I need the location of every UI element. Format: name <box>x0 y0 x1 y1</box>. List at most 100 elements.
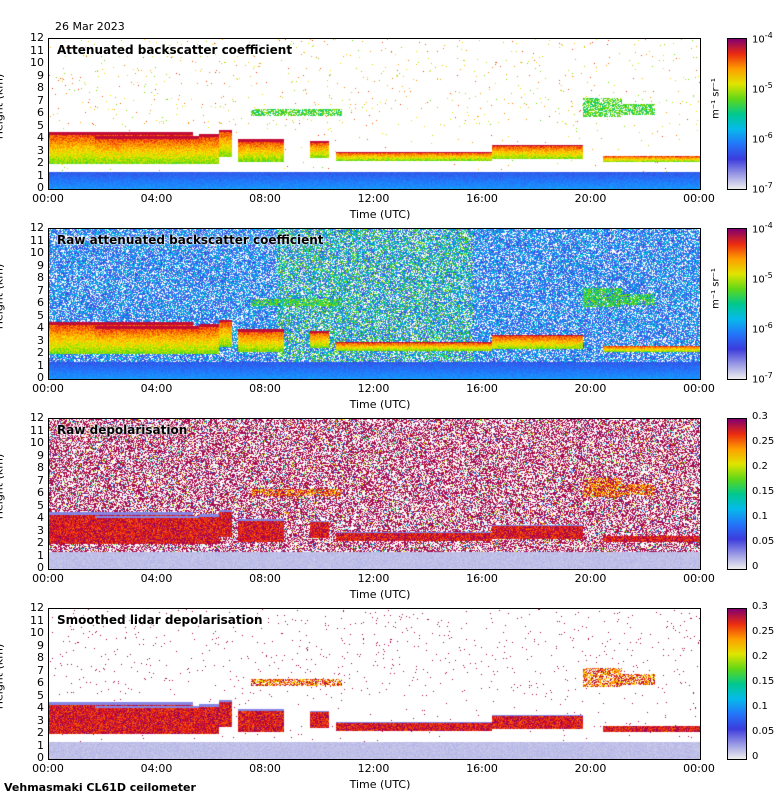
colorbar-tick-label: 10-6 <box>752 131 773 146</box>
y-tick-label: 11 <box>30 43 44 57</box>
y-tick-label: 2 <box>37 726 44 739</box>
y-tick-label: 11 <box>30 423 44 437</box>
y-tick-label: 6 <box>37 676 44 689</box>
y-tick-label: 8 <box>37 81 44 94</box>
x-tick-label: 00:00 <box>32 762 64 775</box>
y-tick-label: 3 <box>37 523 44 537</box>
y-tick-label: 9 <box>37 68 44 82</box>
x-tick-label: 16:00 <box>466 192 498 205</box>
x-tick-label: 12:00 <box>357 572 390 585</box>
y-tick-label: 7 <box>37 473 44 487</box>
y-tick-label: 12 <box>30 221 44 234</box>
y-tick-label: 11 <box>30 233 44 247</box>
x-tick-label: 16:00 <box>466 762 498 775</box>
y-tick-label: 4 <box>37 321 44 334</box>
y-tick-label: 12 <box>30 601 44 614</box>
y-tick-label: 9 <box>37 448 44 462</box>
x-tick-label: 08:00 <box>249 382 281 395</box>
colorbar-tick-label: 0 <box>752 561 759 572</box>
x-tick-label: 08:00 <box>249 572 281 585</box>
y-tick-label: 4 <box>37 701 44 714</box>
y-tick-label: 8 <box>37 461 44 474</box>
heatmap-plot: Raw attenuated backscatter coefficient <box>48 228 701 380</box>
x-tick-label: 16:00 <box>466 572 498 585</box>
chart-panel: Height (km) 0 1 2 3 4 5 6 7 8 9 10 11 12 Raw depolaris… <box>0 411 780 608</box>
x-tick-label: 00:00 <box>683 762 715 775</box>
heatmap-image <box>49 419 700 569</box>
colorbar-tick-label: 0.2 <box>752 651 768 662</box>
colorbar-tick-label: 10-7 <box>752 181 773 196</box>
heatmap-image <box>49 39 700 189</box>
y-tick-label: 7 <box>37 93 44 107</box>
y-tick-label: 1 <box>37 358 44 372</box>
colorbar-unit-label: m⁻¹ sr⁻¹ <box>710 78 722 119</box>
y-tick-label: 1 <box>37 738 44 752</box>
y-tick-label: 0 <box>37 561 44 574</box>
colorbar-tick-label: 0.05 <box>752 726 775 737</box>
heatmap-image <box>49 609 700 759</box>
colorbar-tick-label: 0.2 <box>752 461 768 472</box>
y-tick-label: 1 <box>37 548 44 562</box>
heatmap-plot: Raw depolarisation <box>48 418 701 570</box>
chart-title: Raw depolarisation <box>57 423 188 437</box>
y-tick-label: 6 <box>37 296 44 309</box>
x-tick-label: 20:00 <box>574 192 607 205</box>
y-tick-label: 4 <box>37 511 44 524</box>
y-tick-label: 11 <box>30 613 44 627</box>
x-tick-label: 12:00 <box>357 382 390 395</box>
y-tick-label: 10 <box>30 626 44 639</box>
y-tick-label: 5 <box>37 308 44 322</box>
y-tick-label: 9 <box>37 638 44 652</box>
x-tick-label: 20:00 <box>574 572 607 585</box>
y-axis-label: Height (km) <box>0 73 6 140</box>
colorbar-tick-label: 0.1 <box>752 511 768 522</box>
y-tick-label: 10 <box>30 436 44 449</box>
x-tick-label: 00:00 <box>32 382 64 395</box>
colorbar-tick-label: 10-4 <box>752 31 773 46</box>
x-tick-label: 20:00 <box>574 382 607 395</box>
y-axis-label: Height (km) <box>0 453 6 520</box>
instrument-label: Vehmasmaki CL61D ceilometer <box>4 781 196 794</box>
y-tick-label: 9 <box>37 258 44 272</box>
heatmap-image <box>49 229 700 379</box>
y-tick-label: 5 <box>37 688 44 702</box>
y-tick-label: 6 <box>37 486 44 499</box>
colorbar <box>727 418 747 570</box>
y-tick-label: 2 <box>37 156 44 169</box>
y-tick-label: 12 <box>30 31 44 44</box>
chart-panel: Height (km) 0 1 2 3 4 5 6 7 8 9 10 11 12 Attenuated ba… <box>0 31 780 228</box>
x-tick-label: 04:00 <box>140 762 173 775</box>
colorbar <box>727 38 747 190</box>
colorbar-tick-label: 0.05 <box>752 536 775 547</box>
colorbar-tick-label: 10-4 <box>752 221 773 236</box>
y-axis-label: Height (km) <box>0 263 6 330</box>
colorbar-tick-label: 0.3 <box>752 411 768 422</box>
heatmap-plot: Smoothed lidar depolarisation <box>48 608 701 760</box>
y-tick-label: 10 <box>30 56 44 69</box>
x-tick-label: 00:00 <box>32 192 64 205</box>
y-tick-label: 5 <box>37 498 44 512</box>
x-tick-label: 08:00 <box>249 192 281 205</box>
x-axis-label: Time (UTC) <box>349 208 411 221</box>
x-tick-label: 00:00 <box>683 192 715 205</box>
colorbar-unit-label: m⁻¹ sr⁻¹ <box>710 268 722 309</box>
x-tick-label: 08:00 <box>249 762 281 775</box>
x-tick-label: 16:00 <box>466 382 498 395</box>
chart-title: Raw attenuated backscatter coefficient <box>57 233 324 247</box>
y-tick-label: 6 <box>37 106 44 119</box>
x-tick-label: 04:00 <box>140 572 173 585</box>
y-tick-label: 10 <box>30 246 44 259</box>
y-tick-label: 7 <box>37 283 44 297</box>
y-tick-label: 0 <box>37 181 44 194</box>
y-tick-label: 8 <box>37 651 44 664</box>
y-tick-label: 3 <box>37 333 44 347</box>
y-tick-label: 0 <box>37 371 44 384</box>
x-axis-label: Time (UTC) <box>349 778 411 791</box>
colorbar-tick-label: 10-5 <box>752 271 773 286</box>
x-axis-label: Time (UTC) <box>349 588 411 601</box>
colorbar <box>727 228 747 380</box>
y-tick-label: 7 <box>37 663 44 677</box>
x-tick-label: 20:00 <box>574 762 607 775</box>
y-tick-label: 8 <box>37 271 44 284</box>
colorbar-tick-label: 0.15 <box>752 486 775 497</box>
